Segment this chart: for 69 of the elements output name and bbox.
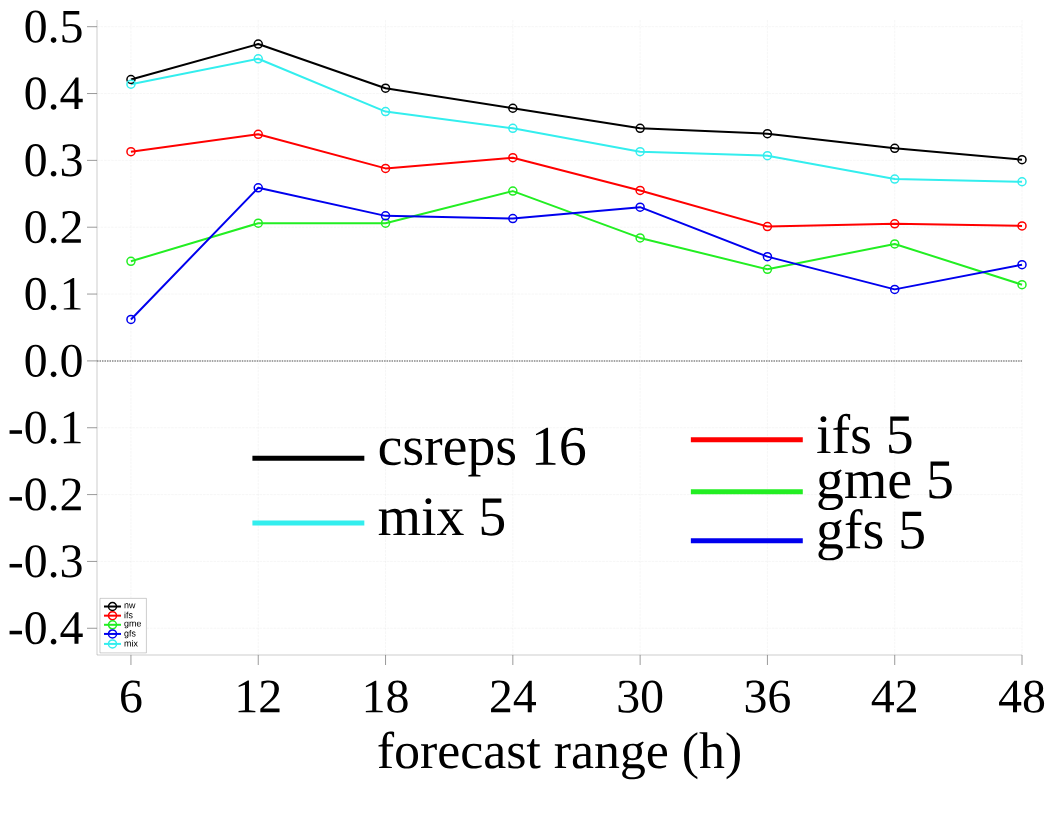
legend-label: gfs xyxy=(124,629,136,639)
x-tick-label: 48 xyxy=(999,680,1045,713)
y-tick-label: 0.4 xyxy=(25,77,83,110)
y-tick-label: -0.4 xyxy=(9,612,83,645)
point xyxy=(635,146,645,157)
x-axis-title: forecast range (h) xyxy=(378,731,740,780)
y-tick-label: 0.1 xyxy=(25,277,81,311)
point xyxy=(380,211,391,221)
x-tick-label: 30 xyxy=(618,680,663,713)
y-tick-label: -0.3 xyxy=(9,545,82,578)
point xyxy=(253,183,263,193)
point xyxy=(508,152,518,163)
point xyxy=(126,79,136,89)
point xyxy=(1017,279,1027,290)
point xyxy=(762,264,773,275)
y-tick-label: 0.2 xyxy=(25,210,81,244)
legend-label: mix xyxy=(124,639,138,647)
x-tick-label: 6 xyxy=(121,680,142,713)
x-tick-label: 12 xyxy=(238,680,280,713)
point xyxy=(126,256,136,267)
point xyxy=(762,221,773,232)
point xyxy=(1017,177,1027,187)
point xyxy=(762,251,773,262)
x-tick-label: 24 xyxy=(491,680,536,713)
point xyxy=(253,218,263,228)
point xyxy=(889,174,900,184)
point xyxy=(380,106,391,117)
point xyxy=(762,128,773,139)
point xyxy=(762,150,773,161)
point xyxy=(508,213,518,224)
point xyxy=(380,218,391,228)
annotation: csreps 16 xyxy=(379,427,586,477)
point xyxy=(508,103,518,113)
point xyxy=(126,146,136,157)
point xyxy=(508,123,518,134)
annotation: ifs 5 xyxy=(817,413,912,454)
x-tick-label: 18 xyxy=(365,680,408,713)
point xyxy=(635,233,645,243)
y-tick-label: 0.3 xyxy=(25,144,82,177)
annotation: mix 5 xyxy=(378,498,505,536)
point xyxy=(253,54,263,64)
legend-label: ifs xyxy=(124,611,133,619)
point xyxy=(126,314,136,325)
point xyxy=(635,185,645,196)
point xyxy=(889,143,900,154)
legend-label: nw xyxy=(124,603,136,609)
point xyxy=(126,74,136,85)
point xyxy=(1017,154,1027,165)
point xyxy=(635,202,645,212)
point xyxy=(889,284,900,295)
point xyxy=(380,83,391,93)
point xyxy=(253,129,263,140)
point xyxy=(380,163,391,174)
point xyxy=(1017,259,1027,270)
y-tick-label: -0.2 xyxy=(9,478,81,511)
y-tick-label: -0.1 xyxy=(9,411,81,444)
y-tick-label: 0.5 xyxy=(25,10,82,43)
point xyxy=(1017,221,1027,231)
annotation: gme 5 xyxy=(818,461,952,511)
x-tick-label: 36 xyxy=(745,680,790,713)
point xyxy=(508,186,518,196)
point xyxy=(889,239,900,249)
y-tick-label: 0.0 xyxy=(25,344,82,378)
x-tick-label: 42 xyxy=(871,680,916,713)
point xyxy=(253,39,263,49)
annotation: gfs 5 xyxy=(818,509,924,561)
legend-label: gme xyxy=(124,621,142,629)
point xyxy=(889,219,900,229)
point xyxy=(635,123,645,134)
